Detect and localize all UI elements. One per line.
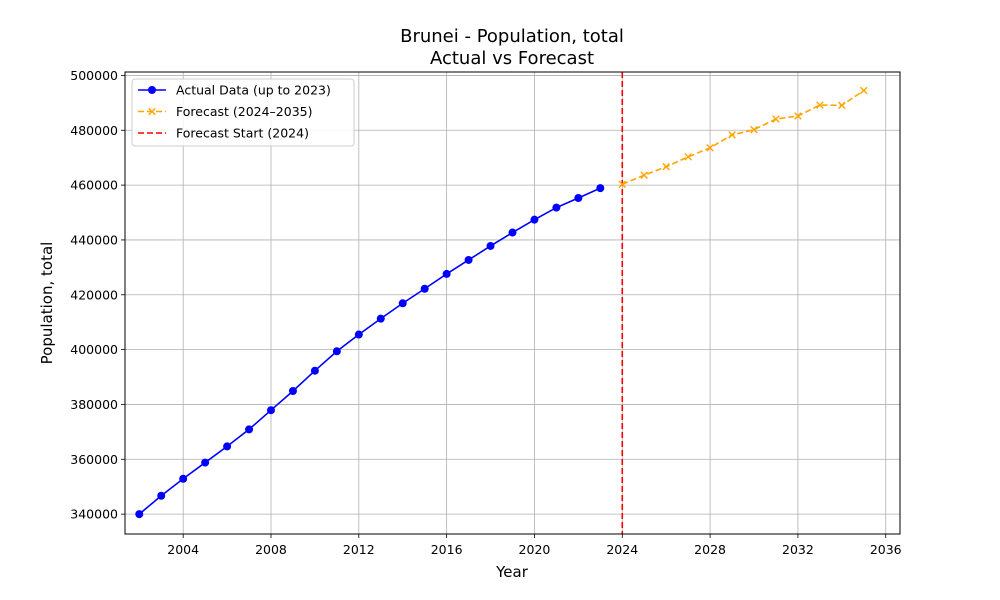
data-point: [772, 115, 780, 123]
y-tick-label: 420000: [70, 287, 118, 302]
legend-label: Forecast (2024–2035): [176, 104, 313, 119]
y-tick-label: 460000: [70, 178, 118, 193]
data-point: [464, 255, 473, 264]
y-tick-label: 400000: [70, 342, 118, 357]
data-point: [684, 153, 692, 161]
y-tick-label: 380000: [70, 397, 118, 412]
legend-box: [131, 78, 355, 147]
x-tick-label: 2028: [694, 542, 726, 557]
x-tick-label: 2024: [606, 542, 638, 557]
y-tick-label: 500000: [70, 68, 118, 83]
y-axis: 340000 360000 380000 400000 420000 440000 4600…: [70, 68, 125, 522]
data-point: [179, 474, 188, 483]
x-axis-label: Year: [495, 563, 529, 581]
y-tick-label: 340000: [70, 507, 118, 522]
data-point: [420, 284, 429, 293]
x-tick-label: 2008: [255, 542, 287, 557]
y-tick-label: 440000: [70, 232, 118, 247]
chart-title: Brunei - Population, total: [400, 26, 624, 47]
series-layer: [135, 86, 868, 519]
data-point: [816, 101, 824, 109]
data-point: [135, 510, 144, 519]
data-point: [266, 406, 275, 415]
y-tick-label: 480000: [70, 123, 118, 138]
legend: Actual Data (up to 2023) Forecast (2024–2…: [131, 78, 355, 147]
legend-marker: [148, 107, 156, 116]
data-point: [201, 458, 210, 467]
data-point: [728, 131, 736, 139]
data-point: [288, 387, 297, 396]
data-point: [618, 180, 627, 189]
x-tick-label: 2004: [167, 542, 199, 557]
series-line: [621, 89, 865, 186]
x-tick-label: 2012: [343, 542, 375, 557]
data-point: [398, 299, 407, 308]
data-point: [750, 125, 758, 134]
data-point: [376, 314, 385, 323]
series-0: [135, 184, 605, 519]
data-point: [859, 86, 868, 95]
data-point: [223, 442, 232, 451]
y-axis-label: Population, total: [38, 242, 56, 365]
legend-label: Actual Data (up to 2023): [176, 83, 331, 98]
legend-label: Forecast Start (2024): [176, 126, 309, 141]
data-point: [706, 144, 714, 152]
series-1: [618, 86, 868, 189]
data-point: [245, 425, 254, 434]
data-point: [486, 241, 495, 250]
data-point: [157, 491, 166, 500]
data-point: [354, 330, 363, 339]
series-line: [138, 187, 601, 515]
data-point: [552, 203, 561, 212]
data-point: [530, 215, 539, 224]
data-point: [574, 193, 583, 202]
legend-entries: Actual Data (up to 2023) Forecast (2024–2…: [138, 83, 331, 141]
data-point: [508, 228, 517, 237]
x-tick-label: 2032: [782, 542, 814, 557]
chart-subtitle: Actual vs Forecast: [430, 48, 594, 69]
x-tick-label: 2016: [431, 542, 463, 557]
plot-area-frame: [124, 71, 901, 535]
grid: [125, 72, 900, 534]
x-tick-label: 2036: [870, 542, 902, 557]
x-tick-label: 2020: [519, 542, 551, 557]
y-tick-label: 360000: [70, 452, 118, 467]
data-point: [794, 112, 802, 120]
data-point: [838, 101, 846, 110]
data-point: [332, 347, 341, 356]
legend-marker: [148, 86, 156, 94]
data-point: [662, 162, 670, 171]
data-point: [442, 269, 451, 278]
data-point: [640, 171, 649, 180]
data-point: [596, 184, 605, 193]
x-axis: 2004 2008 2012 2016 2020 2024 2028 2032 2036: [167, 534, 902, 557]
data-point: [310, 366, 319, 375]
